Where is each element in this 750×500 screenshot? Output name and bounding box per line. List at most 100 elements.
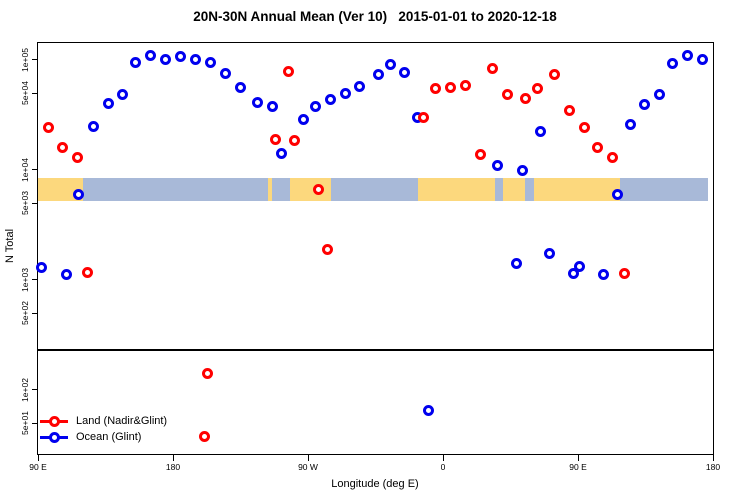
ocean-point [103, 98, 114, 110]
ocean-point [422, 405, 434, 417]
ocean-point [116, 88, 128, 100]
legend: Land (Nadir&Glint) Ocean (Glint) [40, 413, 167, 445]
y-axis-tick [32, 389, 38, 391]
y-tick-label: 5e+02 [20, 301, 30, 326]
ocean-point [511, 258, 522, 270]
ocean-point [697, 53, 708, 65]
ocean-point [611, 188, 623, 200]
x-axis-tick [442, 455, 444, 461]
land-point [578, 121, 590, 133]
land-point [56, 142, 68, 154]
x-axis-tick [307, 455, 309, 461]
land-point [430, 83, 441, 95]
land-point [313, 183, 324, 195]
ocean-point [251, 97, 263, 109]
ocean-point [682, 50, 693, 62]
ocean-point [61, 269, 72, 281]
land-point [619, 267, 630, 279]
chart-title: 20N-30N Annual Mean (Ver 10) 2015-01-01 … [193, 9, 557, 24]
y-axis-tick [32, 312, 38, 314]
threshold-line [38, 349, 713, 352]
x-tick-label: 180 [705, 462, 721, 472]
ocean-point [160, 54, 171, 66]
legend-circle-icon [48, 415, 60, 427]
map-band-land [38, 178, 83, 202]
ocean-point [385, 59, 396, 70]
y-axis-tick [32, 422, 38, 424]
x-axis-tick [712, 455, 714, 461]
y-tick-label: 5e+04 [20, 81, 30, 106]
land-point [43, 121, 54, 133]
ocean-point [205, 57, 216, 69]
land-point [202, 368, 213, 380]
ocean-point [275, 148, 287, 160]
map-band-land [502, 178, 525, 202]
y-tick-label: 1e+04 [20, 158, 30, 182]
ocean-point [298, 113, 309, 125]
land-point [418, 112, 429, 123]
ocean-point [517, 165, 528, 177]
ocean-point [220, 67, 231, 79]
land-point [520, 92, 531, 104]
land-point [532, 83, 543, 95]
ocean-point [638, 98, 650, 110]
land-point [199, 430, 210, 442]
land-point [487, 62, 498, 74]
ocean-point [235, 82, 246, 94]
ocean-point [653, 88, 665, 100]
land-point [460, 79, 471, 91]
y-tick-label: 5e+03 [20, 191, 30, 216]
x-axis-tick [172, 455, 174, 461]
ocean-point [130, 57, 141, 69]
map-band-land [267, 178, 272, 202]
y-axis-label: N Total [4, 228, 16, 264]
map-band-land [290, 178, 332, 202]
y-axis-tick [32, 59, 38, 61]
x-tick-label: 0 [440, 462, 446, 472]
ocean-point [667, 57, 678, 69]
y-axis-tick [32, 92, 38, 94]
land-point [269, 133, 281, 145]
ocean-point [340, 87, 351, 99]
land-point [445, 81, 456, 93]
legend-label: Land (Nadir&Glint) [76, 415, 168, 427]
ocean-point [266, 100, 278, 112]
y-tick-label: 1e+05 [20, 48, 30, 72]
ocean-point [35, 262, 47, 274]
ocean-point [598, 269, 609, 281]
ocean-point [88, 120, 99, 132]
x-axis-label: Longitude (deg E) [331, 478, 419, 490]
y-axis-tick [32, 279, 38, 281]
ocean-point [625, 119, 636, 131]
y-axis-tick [32, 169, 38, 171]
x-tick-label: 180 [165, 462, 181, 472]
ocean-point [175, 51, 186, 63]
land-point [475, 148, 486, 160]
x-tick-label: 90 E [29, 462, 47, 472]
legend-item: Land (Nadir&Glint) [40, 413, 167, 429]
land-point [502, 88, 513, 100]
plot-area: 1e+05 5e+04 1e+04 5e+03 1e+03 5e+02 1e+02 5e+01… [20, 42, 720, 472]
x-tick-label: 90 E [569, 462, 587, 472]
x-tick-label: 90 W [298, 462, 318, 472]
legend-circle-icon [48, 431, 60, 443]
ocean-point [353, 80, 365, 92]
y-tick-label: 5e+01 [20, 411, 30, 436]
ocean-point [398, 66, 410, 78]
land-point [607, 152, 618, 164]
land-point [71, 151, 83, 163]
ocean-point [325, 93, 336, 105]
y-tick-label: 1e+03 [20, 268, 30, 292]
map-band-land [534, 178, 620, 202]
land-point [283, 66, 294, 78]
ocean-point [190, 54, 201, 66]
ocean-point [568, 267, 579, 279]
map-band-land [417, 178, 495, 202]
legend-marker-icon [40, 415, 68, 427]
land-point [592, 142, 603, 154]
ocean-point [491, 159, 503, 171]
x-axis-tick [577, 455, 579, 461]
ocean-point [73, 188, 84, 200]
land-point [548, 68, 560, 80]
